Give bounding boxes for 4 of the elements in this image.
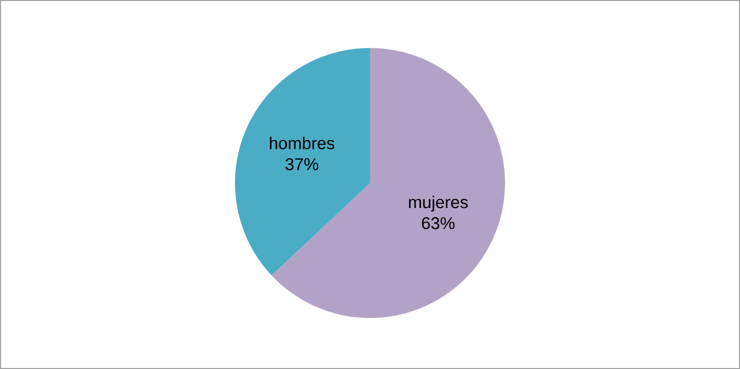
data-label: 37% (285, 158, 318, 170)
slice-label: mujeres (409, 196, 468, 212)
data-label: 63% (422, 217, 455, 230)
slice-label: hombres (270, 136, 334, 150)
